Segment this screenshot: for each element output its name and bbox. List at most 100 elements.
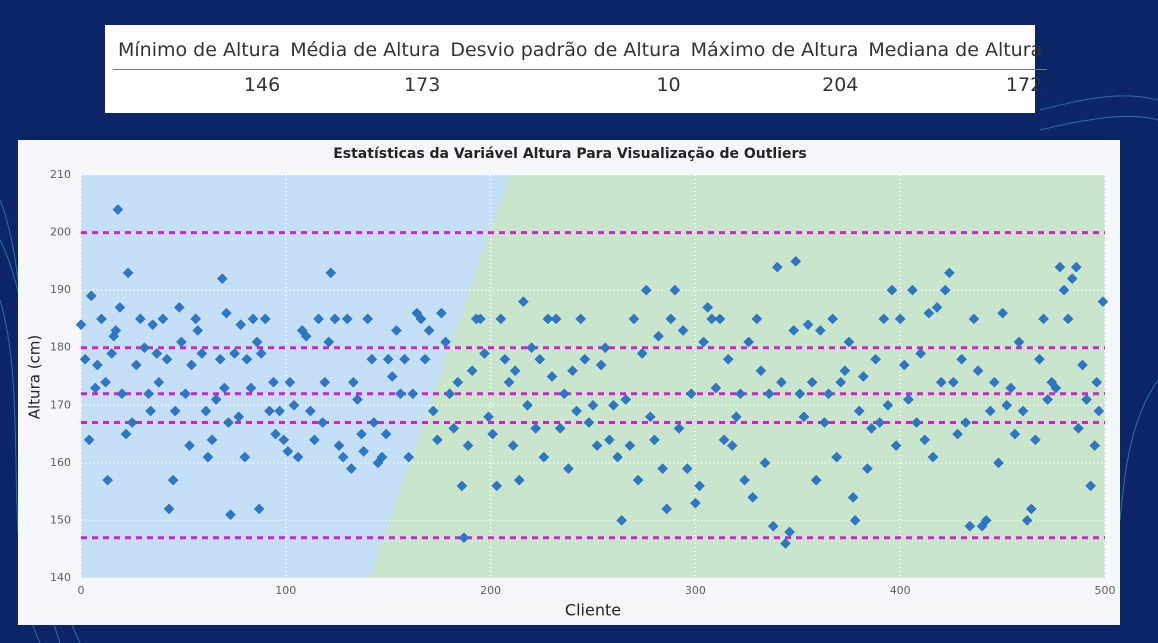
data-point bbox=[145, 405, 156, 417]
data-point bbox=[1070, 261, 1082, 273]
chart-title: Estatísticas da Variável Altura Para Vis… bbox=[333, 146, 807, 162]
data-point bbox=[989, 376, 1000, 388]
x-tick-label: 200 bbox=[480, 584, 501, 597]
data-point bbox=[698, 336, 709, 348]
data-point bbox=[718, 434, 730, 446]
data-point bbox=[112, 204, 124, 215]
data-point bbox=[890, 440, 902, 451]
data-point bbox=[436, 307, 447, 319]
data-point bbox=[563, 463, 574, 474]
data-point bbox=[771, 261, 783, 273]
data-point bbox=[632, 474, 644, 486]
region-blue bbox=[81, 175, 510, 578]
data-point bbox=[167, 474, 179, 486]
data-point bbox=[1030, 434, 1041, 446]
data-point bbox=[518, 296, 529, 308]
data-point bbox=[595, 359, 607, 371]
data-point bbox=[907, 284, 918, 296]
data-point bbox=[790, 256, 802, 267]
data-point bbox=[1062, 313, 1074, 325]
data-point bbox=[130, 359, 142, 371]
data-point bbox=[1021, 515, 1033, 526]
data-point bbox=[1066, 273, 1078, 284]
data-point bbox=[657, 463, 668, 474]
x-tick-label: 300 bbox=[685, 584, 706, 597]
data-point bbox=[1097, 296, 1109, 308]
data-point bbox=[270, 428, 281, 440]
data-point bbox=[495, 313, 507, 325]
data-point bbox=[444, 388, 455, 400]
data-point bbox=[135, 313, 146, 325]
data-point bbox=[196, 348, 208, 359]
data-point bbox=[1042, 394, 1054, 405]
data-point bbox=[190, 313, 202, 325]
data-point bbox=[743, 336, 755, 348]
y-tick-label: 190 bbox=[50, 283, 71, 296]
data-point bbox=[802, 319, 814, 331]
data-point bbox=[376, 451, 388, 463]
data-point bbox=[386, 371, 398, 382]
data-point bbox=[487, 428, 499, 440]
data-point bbox=[110, 325, 122, 336]
data-point bbox=[391, 325, 402, 336]
data-point bbox=[175, 336, 187, 348]
data-point bbox=[483, 411, 494, 423]
data-point bbox=[333, 440, 345, 451]
header-row: Mínimo de Altura Média de Altura Desvio pa… bbox=[113, 35, 1048, 70]
data-point bbox=[116, 388, 128, 400]
data-point bbox=[1038, 313, 1049, 325]
data-point bbox=[735, 388, 746, 400]
data-point bbox=[126, 417, 138, 428]
data-point bbox=[997, 307, 1008, 319]
data-point bbox=[1005, 382, 1017, 394]
data-point bbox=[1001, 399, 1013, 411]
data-point bbox=[731, 411, 742, 423]
data-point bbox=[288, 399, 300, 411]
data-point bbox=[499, 353, 511, 365]
x-axis-label: Cliente bbox=[565, 601, 621, 620]
data-point bbox=[886, 284, 898, 296]
data-point bbox=[491, 480, 503, 492]
data-point bbox=[358, 445, 369, 457]
data-point bbox=[509, 365, 521, 377]
data-point bbox=[714, 313, 726, 325]
data-point bbox=[456, 480, 468, 492]
data-point bbox=[221, 307, 232, 319]
data-point bbox=[739, 474, 750, 486]
data-point bbox=[931, 302, 943, 313]
data-point bbox=[767, 520, 779, 532]
data-point bbox=[399, 353, 410, 365]
data-point bbox=[317, 417, 329, 428]
data-point bbox=[192, 325, 204, 336]
data-point bbox=[282, 445, 294, 457]
data-point bbox=[229, 348, 240, 359]
data-point bbox=[943, 267, 955, 279]
data-point bbox=[380, 428, 392, 440]
y-tick-label: 140 bbox=[50, 571, 71, 584]
data-point bbox=[403, 451, 415, 463]
cell-value: 172 bbox=[1005, 74, 1043, 96]
data-point bbox=[325, 267, 337, 279]
data-point bbox=[448, 422, 460, 434]
data-point bbox=[96, 313, 107, 325]
data-point bbox=[362, 313, 374, 325]
data-point bbox=[591, 440, 603, 451]
data-point bbox=[722, 353, 734, 365]
data-point bbox=[157, 313, 169, 325]
data-point bbox=[550, 313, 562, 325]
data-point bbox=[100, 376, 111, 388]
data-point bbox=[624, 440, 636, 451]
data-point bbox=[507, 440, 519, 451]
data-point bbox=[616, 515, 628, 526]
y-tick-label: 170 bbox=[50, 398, 71, 411]
data-point bbox=[202, 451, 214, 463]
data-point bbox=[341, 313, 353, 325]
cell-value: 173 bbox=[404, 74, 441, 96]
data-point bbox=[919, 434, 931, 446]
data-point bbox=[89, 382, 101, 394]
y-tick-label: 160 bbox=[50, 456, 71, 469]
data-point bbox=[546, 371, 558, 382]
data-point bbox=[819, 417, 830, 428]
data-point bbox=[245, 382, 257, 394]
data-point bbox=[915, 348, 927, 359]
